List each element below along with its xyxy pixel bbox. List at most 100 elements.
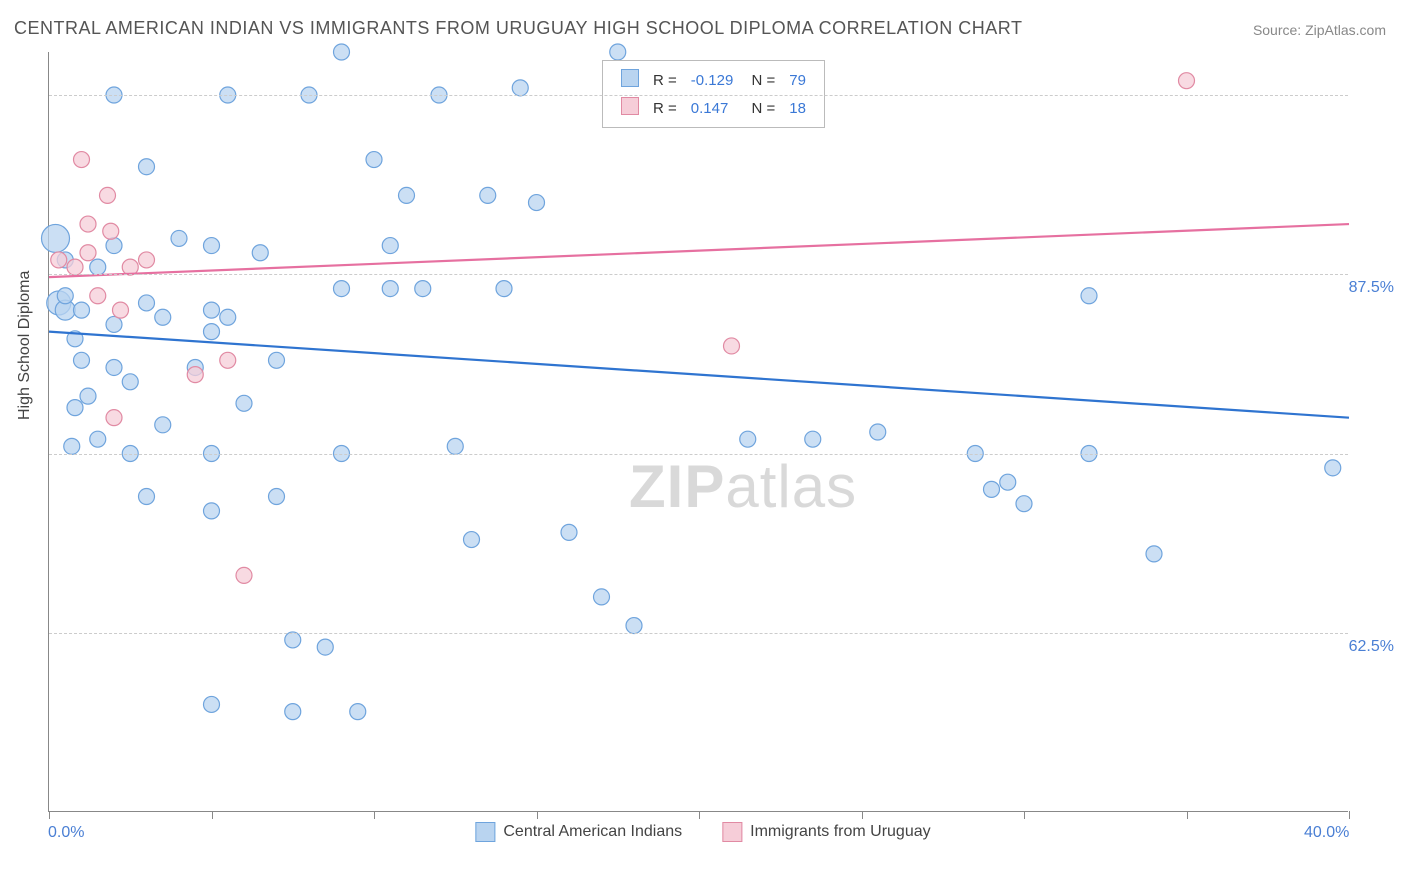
- source-label: Source: ZipAtlas.com: [1253, 22, 1386, 38]
- chart-svg: [49, 52, 1348, 811]
- data-point: [113, 302, 129, 318]
- data-point: [67, 259, 83, 275]
- data-point: [139, 295, 155, 311]
- data-point: [100, 187, 116, 203]
- data-point: [1081, 288, 1097, 304]
- x-tick-label: 0.0%: [48, 824, 84, 842]
- data-point: [106, 410, 122, 426]
- data-point: [285, 632, 301, 648]
- data-point: [74, 352, 90, 368]
- correlation-table: R =-0.129 N =79R =0.147 N =18: [613, 65, 814, 123]
- data-point: [1000, 474, 1016, 490]
- data-point: [366, 152, 382, 168]
- data-point: [106, 359, 122, 375]
- x-tick: [49, 811, 50, 819]
- legend-item: Central American Indians: [475, 822, 682, 842]
- data-point: [610, 44, 626, 60]
- data-point: [171, 230, 187, 246]
- gridline: [49, 454, 1348, 455]
- legend-bottom: Central American Indians Immigrants from …: [475, 822, 930, 842]
- x-tick: [1349, 811, 1350, 819]
- data-point: [187, 367, 203, 383]
- legend-swatch: [722, 822, 742, 842]
- y-tick-label: 87.5%: [1349, 279, 1394, 297]
- data-point: [724, 338, 740, 354]
- data-point: [805, 431, 821, 447]
- legend-row: R =0.147 N =18: [615, 95, 812, 121]
- legend-swatch: [475, 822, 495, 842]
- data-point: [57, 288, 73, 304]
- watermark: ZIPatlas: [629, 452, 857, 521]
- chart-plot-area: R =-0.129 N =79R =0.147 N =18 ZIPatlas: [48, 52, 1348, 812]
- x-tick: [862, 811, 863, 819]
- data-point: [139, 489, 155, 505]
- data-point: [64, 438, 80, 454]
- data-point: [447, 438, 463, 454]
- x-tick: [374, 811, 375, 819]
- data-point: [1016, 496, 1032, 512]
- data-point: [155, 417, 171, 433]
- data-point: [594, 589, 610, 605]
- data-point: [204, 503, 220, 519]
- legend-label: Central American Indians: [503, 823, 682, 841]
- gridline: [49, 95, 1348, 96]
- data-point: [80, 245, 96, 261]
- x-tick: [212, 811, 213, 819]
- gridline: [49, 633, 1348, 634]
- data-point: [103, 223, 119, 239]
- data-point: [204, 696, 220, 712]
- data-point: [285, 704, 301, 720]
- data-point: [415, 281, 431, 297]
- data-point: [1146, 546, 1162, 562]
- data-point: [1325, 460, 1341, 476]
- data-point: [220, 309, 236, 325]
- y-axis-label: High School Diploma: [16, 271, 34, 420]
- data-point: [155, 309, 171, 325]
- data-point: [220, 352, 236, 368]
- data-point: [561, 524, 577, 540]
- watermark-light: atlas: [725, 453, 857, 520]
- x-tick-label: 40.0%: [1304, 824, 1349, 842]
- data-point: [350, 704, 366, 720]
- data-point: [334, 281, 350, 297]
- data-point: [67, 400, 83, 416]
- data-point: [317, 639, 333, 655]
- data-point: [90, 288, 106, 304]
- data-point: [204, 302, 220, 318]
- y-tick-label: 62.5%: [1349, 638, 1394, 656]
- x-tick: [699, 811, 700, 819]
- trend-line: [49, 224, 1349, 277]
- chart-title: CENTRAL AMERICAN INDIAN VS IMMIGRANTS FR…: [14, 18, 1022, 39]
- data-point: [80, 388, 96, 404]
- data-point: [204, 324, 220, 340]
- data-point: [984, 481, 1000, 497]
- data-point: [382, 281, 398, 297]
- legend-label: Immigrants from Uruguay: [750, 823, 931, 841]
- legend-item: Immigrants from Uruguay: [722, 822, 931, 842]
- data-point: [42, 224, 70, 252]
- data-point: [90, 431, 106, 447]
- data-point: [236, 395, 252, 411]
- data-point: [139, 252, 155, 268]
- data-point: [51, 252, 67, 268]
- x-tick: [1024, 811, 1025, 819]
- correlation-legend-box: R =-0.129 N =79R =0.147 N =18: [602, 60, 825, 128]
- data-point: [399, 187, 415, 203]
- legend-row: R =-0.129 N =79: [615, 67, 812, 93]
- x-tick: [1187, 811, 1188, 819]
- watermark-bold: ZIP: [629, 453, 725, 520]
- data-point: [480, 187, 496, 203]
- data-point: [236, 567, 252, 583]
- data-point: [529, 195, 545, 211]
- data-point: [90, 259, 106, 275]
- data-point: [269, 489, 285, 505]
- data-point: [626, 618, 642, 634]
- data-point: [74, 152, 90, 168]
- data-point: [204, 238, 220, 254]
- data-point: [122, 374, 138, 390]
- data-point: [870, 424, 886, 440]
- gridline: [49, 274, 1348, 275]
- data-point: [80, 216, 96, 232]
- data-point: [464, 532, 480, 548]
- data-point: [1179, 73, 1195, 89]
